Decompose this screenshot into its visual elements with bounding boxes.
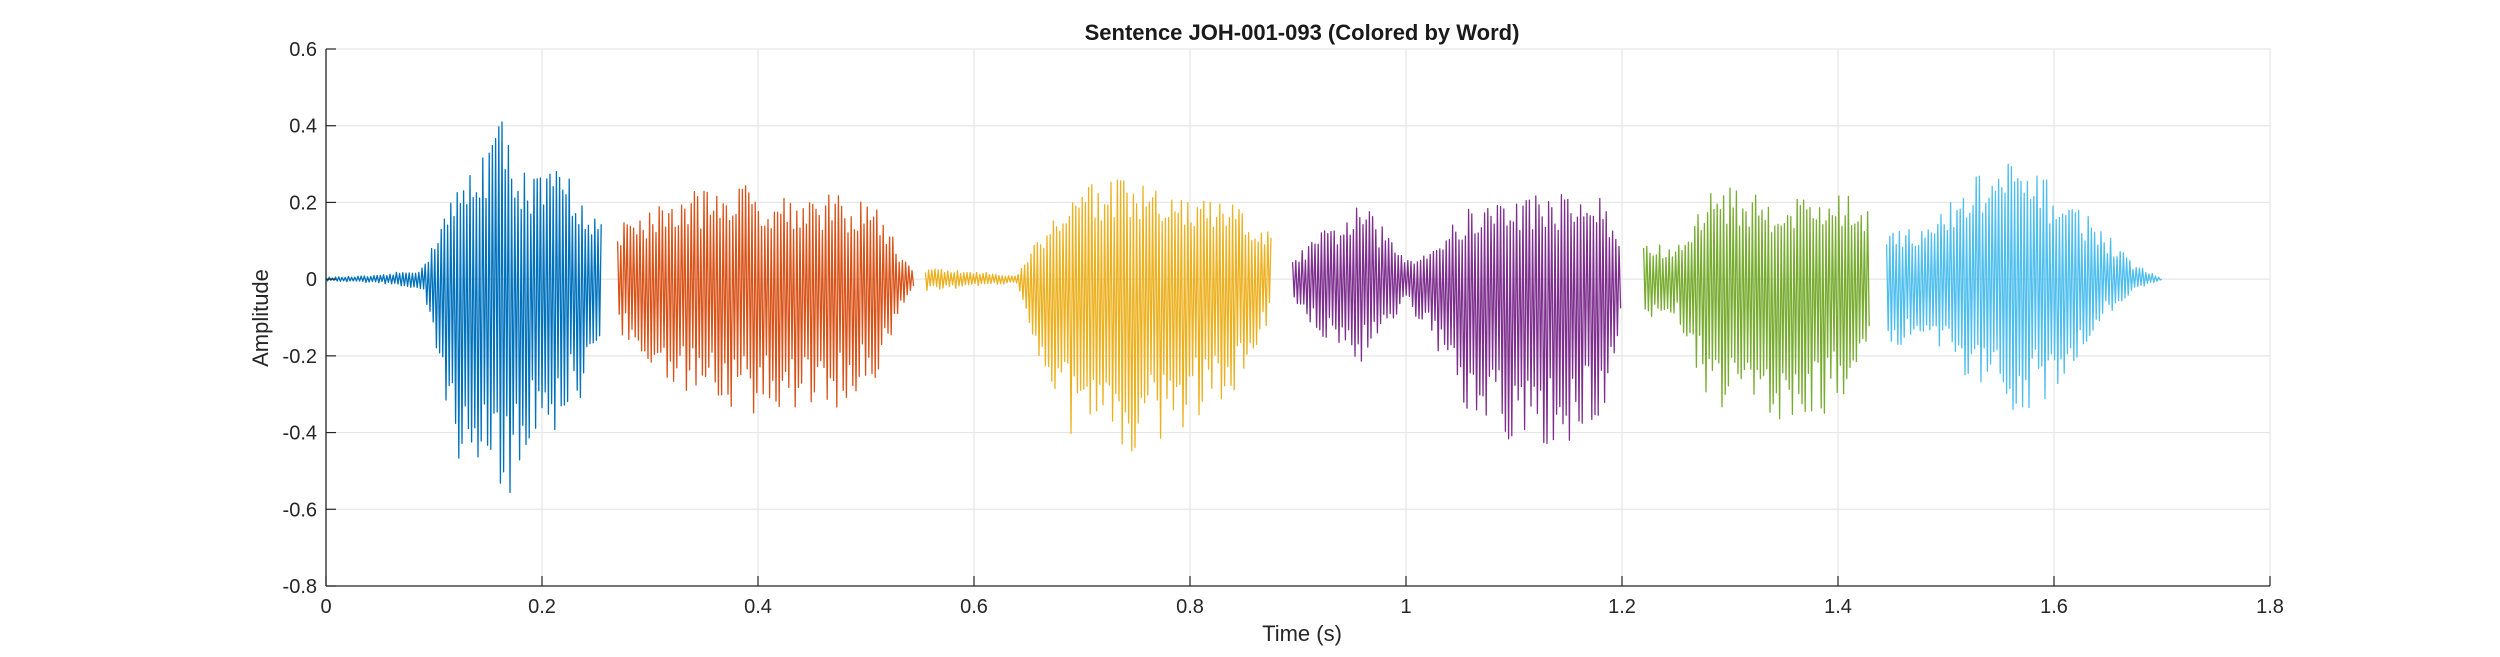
y-tick-label: 0.4 xyxy=(289,116,317,138)
y-tick-label: -0.2 xyxy=(283,346,317,368)
axes: 0 0.2 0.4 0.6 0.8 1 1.2 1.4 1.6 1.8 0.6 0.4 0.2 0 -0.2… xyxy=(283,39,2284,618)
waveform-series-1 xyxy=(325,121,602,494)
x-tick-label: 1 xyxy=(1400,596,1411,618)
y-axis-label: Amplitude xyxy=(248,269,273,367)
x-tick-label: 1.6 xyxy=(2040,596,2068,618)
waveform-series-5 xyxy=(1642,187,1870,420)
plot-series xyxy=(325,121,2163,494)
waveform-series-2 xyxy=(616,185,915,414)
x-tick-label: 1.4 xyxy=(1824,596,1852,618)
waveform-series-4 xyxy=(1291,194,1622,445)
x-tick-label: 0 xyxy=(320,596,331,618)
x-tick-label: 0.4 xyxy=(744,596,772,618)
y-tick-label: -0.8 xyxy=(283,576,317,598)
x-tick-label: 0.8 xyxy=(1176,596,1204,618)
x-tick-label: 0.2 xyxy=(528,596,556,618)
waveform-series-3 xyxy=(924,179,1272,452)
chart-title: Sentence JOH-001-093 (Colored by Word) xyxy=(1085,20,1520,45)
y-tick-label: -0.6 xyxy=(283,499,317,521)
y-tick-label: 0.6 xyxy=(289,39,317,61)
y-tick-label: 0 xyxy=(306,269,317,291)
x-tick-label: 1.8 xyxy=(2256,596,2284,618)
x-tick-label: 0.6 xyxy=(960,596,988,618)
y-tick-label: 0.2 xyxy=(289,192,317,214)
waveform-series-6 xyxy=(1885,163,2163,410)
x-tick-label: 1.2 xyxy=(1608,596,1636,618)
x-axis-label: Time (s) xyxy=(1262,621,1342,646)
y-tick-label: -0.4 xyxy=(283,423,317,445)
